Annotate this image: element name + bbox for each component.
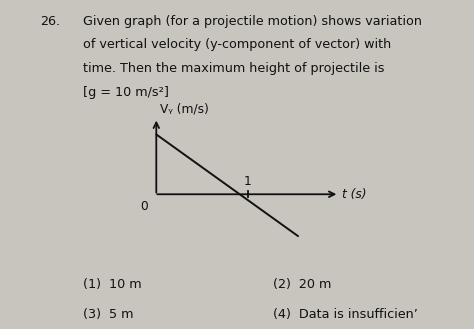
Text: (1)  10 m: (1) 10 m — [83, 278, 142, 291]
Text: (4)  Data is insufficien’: (4) Data is insufficien’ — [273, 308, 418, 321]
Text: t (s): t (s) — [342, 188, 366, 201]
Text: (2)  20 m: (2) 20 m — [273, 278, 331, 291]
Text: 0: 0 — [140, 200, 148, 213]
Text: time. Then the maximum height of projectile is: time. Then the maximum height of project… — [83, 62, 384, 75]
Text: Given graph (for a projectile motion) shows variation: Given graph (for a projectile motion) sh… — [83, 15, 422, 28]
Text: [g = 10 m/s²]: [g = 10 m/s²] — [83, 86, 169, 99]
Text: 26.: 26. — [40, 15, 60, 28]
Text: of vertical velocity (y-component of vector) with: of vertical velocity (y-component of vec… — [83, 38, 391, 52]
Text: (3)  5 m: (3) 5 m — [83, 308, 134, 321]
Text: 1: 1 — [244, 175, 252, 188]
Text: Vᵧ (m/s): Vᵧ (m/s) — [160, 102, 209, 115]
